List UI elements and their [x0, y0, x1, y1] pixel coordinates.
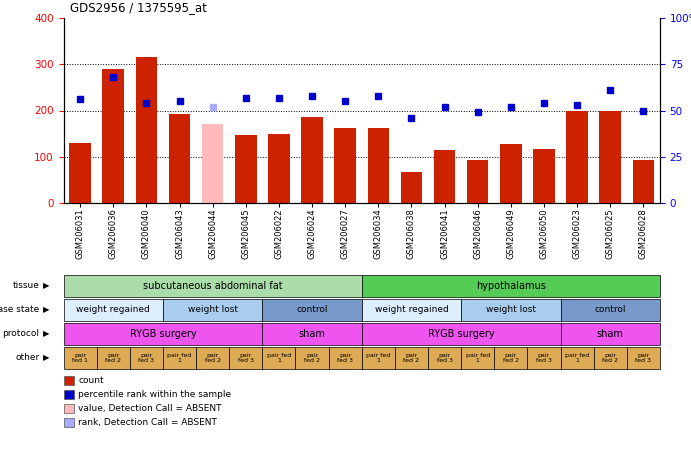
- Bar: [527, 347, 560, 369]
- Text: pair
fed 3: pair fed 3: [437, 353, 453, 364]
- Bar: [467, 161, 489, 203]
- Text: percentile rank within the sample: percentile rank within the sample: [78, 390, 231, 399]
- Text: sham: sham: [299, 329, 325, 339]
- Bar: [229, 347, 263, 369]
- Bar: [461, 347, 494, 369]
- Bar: [64, 404, 74, 413]
- Bar: [560, 347, 594, 369]
- Bar: [362, 275, 660, 297]
- Text: pair fed
1: pair fed 1: [565, 353, 589, 364]
- Text: pair
fed 1: pair fed 1: [72, 353, 88, 364]
- Text: control: control: [594, 306, 626, 315]
- Bar: [362, 299, 461, 321]
- Text: pair
fed 3: pair fed 3: [138, 353, 154, 364]
- Text: pair
fed 3: pair fed 3: [635, 353, 652, 364]
- Bar: [533, 149, 555, 203]
- Text: weight lost: weight lost: [486, 306, 536, 315]
- Text: pair
fed 2: pair fed 2: [205, 353, 220, 364]
- Bar: [64, 418, 74, 427]
- Text: pair fed
1: pair fed 1: [267, 353, 291, 364]
- Bar: [362, 323, 560, 345]
- Bar: [494, 347, 527, 369]
- Bar: [64, 323, 263, 345]
- Bar: [69, 143, 91, 203]
- Text: pair
fed 2: pair fed 2: [105, 353, 121, 364]
- Bar: [296, 347, 329, 369]
- Text: pair
fed 2: pair fed 2: [503, 353, 519, 364]
- Bar: [301, 117, 323, 203]
- Bar: [567, 110, 588, 203]
- Text: other: other: [15, 353, 39, 362]
- Bar: [594, 347, 627, 369]
- Bar: [263, 299, 361, 321]
- Bar: [560, 323, 660, 345]
- Text: disease state: disease state: [0, 305, 39, 314]
- Bar: [329, 347, 362, 369]
- Bar: [401, 172, 422, 203]
- Text: pair fed
1: pair fed 1: [366, 353, 390, 364]
- Bar: [135, 57, 157, 203]
- Bar: [395, 347, 428, 369]
- Bar: [268, 134, 290, 203]
- Text: pair
fed 2: pair fed 2: [304, 353, 320, 364]
- Text: pair
fed 3: pair fed 3: [238, 353, 254, 364]
- Text: pair fed
1: pair fed 1: [167, 353, 191, 364]
- Text: weight regained: weight regained: [375, 306, 448, 315]
- Bar: [263, 347, 296, 369]
- Text: pair fed
1: pair fed 1: [466, 353, 490, 364]
- Text: count: count: [78, 376, 104, 385]
- Bar: [263, 323, 361, 345]
- Bar: [560, 299, 660, 321]
- Text: sham: sham: [597, 329, 624, 339]
- Text: GDS2956 / 1375595_at: GDS2956 / 1375595_at: [70, 1, 207, 14]
- Text: tissue: tissue: [12, 281, 39, 290]
- Bar: [434, 150, 455, 203]
- Bar: [64, 376, 74, 385]
- Text: ▶: ▶: [44, 329, 50, 338]
- Bar: [196, 347, 229, 369]
- Text: pair
fed 2: pair fed 2: [603, 353, 618, 364]
- Text: weight lost: weight lost: [188, 306, 238, 315]
- Bar: [169, 114, 190, 203]
- Bar: [428, 347, 461, 369]
- Bar: [362, 347, 395, 369]
- Bar: [368, 128, 389, 203]
- Text: protocol: protocol: [2, 329, 39, 338]
- Bar: [600, 110, 621, 203]
- Text: control: control: [296, 306, 328, 315]
- Bar: [500, 144, 522, 203]
- Bar: [64, 275, 362, 297]
- Bar: [235, 135, 256, 203]
- Bar: [64, 347, 97, 369]
- Text: pair
fed 3: pair fed 3: [536, 353, 552, 364]
- Bar: [64, 390, 74, 399]
- Text: ▶: ▶: [44, 353, 50, 362]
- Text: ▶: ▶: [44, 305, 50, 314]
- Text: pair
fed 3: pair fed 3: [337, 353, 353, 364]
- Bar: [102, 69, 124, 203]
- Text: hypothalamus: hypothalamus: [476, 281, 546, 291]
- Text: weight regained: weight regained: [77, 306, 150, 315]
- Bar: [163, 347, 196, 369]
- Bar: [632, 161, 654, 203]
- Bar: [461, 299, 560, 321]
- Bar: [97, 347, 130, 369]
- Text: rank, Detection Call = ABSENT: rank, Detection Call = ABSENT: [78, 418, 217, 427]
- Text: ▶: ▶: [44, 281, 50, 290]
- Bar: [627, 347, 660, 369]
- Text: RYGB surgery: RYGB surgery: [428, 329, 495, 339]
- Text: RYGB surgery: RYGB surgery: [130, 329, 196, 339]
- Text: subcutaneous abdominal fat: subcutaneous abdominal fat: [143, 281, 283, 291]
- Bar: [130, 347, 163, 369]
- Bar: [64, 299, 163, 321]
- Text: pair
fed 2: pair fed 2: [404, 353, 419, 364]
- Bar: [202, 124, 223, 203]
- Bar: [163, 299, 263, 321]
- Bar: [334, 128, 356, 203]
- Text: value, Detection Call = ABSENT: value, Detection Call = ABSENT: [78, 404, 222, 413]
